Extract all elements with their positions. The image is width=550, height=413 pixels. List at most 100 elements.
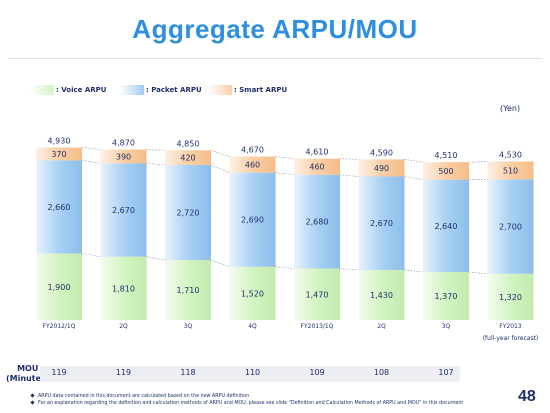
connector-line <box>275 266 295 269</box>
connector-line <box>210 259 230 268</box>
bar-smart-5 <box>294 158 340 175</box>
connector-line <box>146 256 166 261</box>
value-label-packet-4: 2,690 <box>241 216 264 225</box>
bar-smart-7 <box>423 162 469 180</box>
bar-smart-8 <box>487 161 534 180</box>
bar-packet-6 <box>358 176 405 270</box>
x-tick-label-8: FY2013 <box>499 323 522 330</box>
mou-value-7: 107 <box>438 368 454 377</box>
connector-line <box>339 268 359 271</box>
value-label-voice-4: 1,520 <box>241 289 264 298</box>
total-label-1: 4,930 <box>48 136 71 145</box>
value-label-smart-6: 490 <box>374 164 389 173</box>
mou-value-6: 108 <box>373 368 390 377</box>
footnotes: ARPU data contained in this document are… <box>30 393 463 407</box>
connector-line <box>275 172 295 176</box>
page-number: 48 <box>518 388 536 405</box>
connector-line <box>81 160 101 164</box>
total-label-6: 4,590 <box>370 148 393 157</box>
value-label-smart-2: 390 <box>116 152 131 161</box>
value-label-voice-6: 1,430 <box>370 291 393 300</box>
bar-voice-7 <box>423 272 469 320</box>
bar-smart-3 <box>165 150 211 165</box>
x-tick-label-6: 2Q <box>377 323 386 330</box>
value-label-packet-7: 2,640 <box>435 222 458 231</box>
bar-voice-5 <box>294 268 340 320</box>
connector-line <box>468 271 488 275</box>
x-tick-label-5: FY2013/1Q <box>301 323 334 330</box>
mou-value-5: 109 <box>309 368 325 377</box>
mou-value-4: 110 <box>244 368 261 377</box>
bar-voice-8 <box>487 273 534 320</box>
total-label-8: 4,530 <box>499 150 522 159</box>
connector-line <box>210 149 230 157</box>
unit-label: (Yen) <box>500 104 521 113</box>
mou-label-unit: (Minutes) <box>6 374 50 383</box>
title-divider <box>8 58 542 59</box>
value-label-packet-3: 2,720 <box>177 209 200 218</box>
value-label-voice-1: 1,900 <box>48 283 71 292</box>
bar-voice-2 <box>100 256 147 320</box>
x-tick-label-2: 2Q <box>119 323 128 330</box>
bar-voice-4 <box>229 266 276 320</box>
legend-voice-label: : Voice ARPU <box>56 86 107 94</box>
footnote-2: For an explanation regarding the definit… <box>30 400 463 407</box>
value-label-voice-8: 1,320 <box>499 293 522 302</box>
value-label-smart-5: 460 <box>309 163 324 172</box>
bar-smart-6 <box>358 159 405 177</box>
connector-line <box>81 147 101 150</box>
total-label-2: 4,870 <box>112 139 135 148</box>
bar-packet-7 <box>423 179 469 273</box>
legend-voice-swatch <box>30 85 54 95</box>
footnote-1: ARPU data contained in this document are… <box>30 393 463 400</box>
x-axis: FY2012/1Q 2Q 3Q 4Q FY2013/1Q 2Q 3Q FY2013 (full-… <box>43 323 539 342</box>
bar-voice-1 <box>36 253 82 320</box>
connector-line <box>339 158 359 160</box>
total-label-4: 4,670 <box>241 146 264 155</box>
bar-packet-5 <box>294 174 340 269</box>
x-tick-label-3: 3Q <box>184 323 193 330</box>
mou-value-1: 119 <box>51 368 67 377</box>
connector-line <box>404 159 424 163</box>
value-label-smart-1: 370 <box>51 150 66 159</box>
mou-label-title: MOU <box>17 364 39 373</box>
x-tick-label-4: 4Q <box>248 323 257 330</box>
bar-packet-3 <box>165 164 211 261</box>
bar-packet-2 <box>100 163 147 257</box>
bar-voice-3 <box>165 260 211 320</box>
connector-line <box>146 149 166 151</box>
page-title: Aggregate ARPU/MOU <box>132 14 418 44</box>
bullet-icon <box>30 400 35 405</box>
legend-packet-label: : Packet ARPU <box>146 86 202 94</box>
value-label-smart-3: 420 <box>180 154 195 163</box>
value-label-packet-2: 2,670 <box>112 206 135 215</box>
value-label-voice-5: 1,470 <box>306 290 329 299</box>
connector-line <box>404 176 424 180</box>
mou-value-2: 119 <box>115 368 132 377</box>
mou-row-background <box>40 366 460 382</box>
bar-packet-8 <box>487 179 534 274</box>
value-label-smart-4: 460 <box>245 161 260 170</box>
total-label-3: 4,850 <box>177 139 200 148</box>
mou-value-3: 118 <box>180 368 196 377</box>
connector-lines <box>81 147 488 275</box>
total-label-5: 4,610 <box>306 148 329 157</box>
value-label-packet-6: 2,670 <box>370 219 393 228</box>
value-label-smart-8: 510 <box>503 166 518 175</box>
legend-smart-label: : Smart ARPU <box>234 86 288 94</box>
value-label-voice-3: 1,710 <box>177 286 200 295</box>
bar-packet-4 <box>229 172 276 267</box>
value-labels-group: 1,900 2,660 370 4,930 1,810 2,670 390 4,870 1,71… <box>48 136 522 301</box>
bar-smart-1 <box>36 147 82 161</box>
value-label-smart-7: 500 <box>438 167 453 176</box>
legend-smart-swatch <box>208 85 232 95</box>
bar-packet-1 <box>36 160 82 254</box>
connector-line <box>468 161 488 163</box>
footnote-2-text: For an explanation regarding the definit… <box>38 401 464 406</box>
x-tick-label-7: 3Q <box>442 323 451 330</box>
bullet-icon <box>30 393 35 398</box>
connector-line <box>275 156 295 159</box>
mou-label: MOU (Minutes) <box>6 364 49 384</box>
value-label-packet-8: 2,700 <box>499 223 522 232</box>
